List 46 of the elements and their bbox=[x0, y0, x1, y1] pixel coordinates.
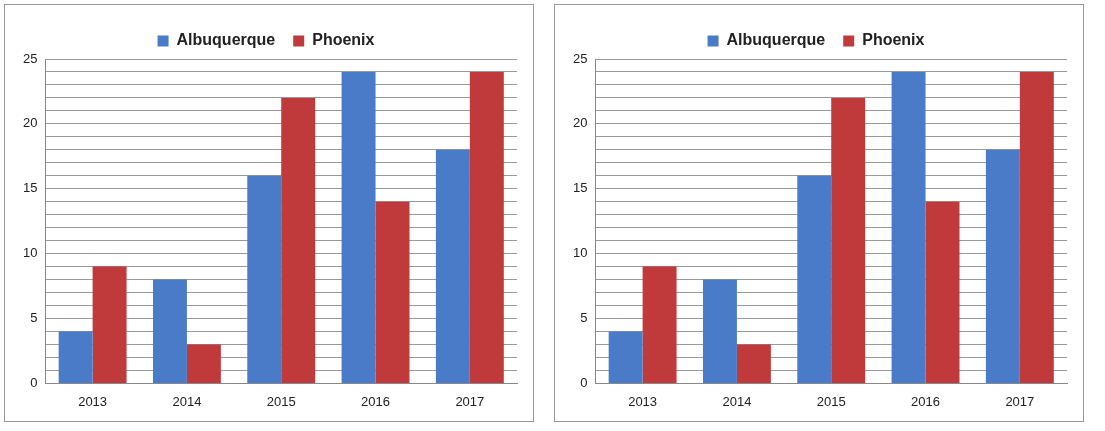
bar bbox=[702, 279, 737, 383]
x-tick-label: 2015 bbox=[266, 393, 296, 409]
bar bbox=[152, 279, 187, 383]
x-tick-label: 2016 bbox=[361, 393, 390, 409]
bar bbox=[642, 266, 677, 383]
bar bbox=[925, 201, 960, 383]
y-tick-label: 20 bbox=[22, 115, 38, 131]
x-tick-label: 2017 bbox=[1005, 393, 1035, 409]
y-tick-label: 25 bbox=[572, 50, 588, 66]
bar bbox=[469, 71, 504, 383]
x-tick-label: 2017 bbox=[455, 393, 485, 409]
bar bbox=[341, 71, 376, 383]
x-tick-label: 2014 bbox=[172, 393, 202, 409]
bar bbox=[375, 201, 410, 383]
x-tick-label: 2013 bbox=[78, 393, 108, 409]
x-tick-label: 2014 bbox=[722, 393, 752, 409]
y-tick-label: 5 bbox=[580, 310, 588, 326]
legend-label: Phoenix bbox=[312, 31, 375, 49]
x-tick-label: 2016 bbox=[911, 393, 940, 409]
x-tick-label: 2013 bbox=[628, 393, 658, 409]
y-tick-label: 5 bbox=[30, 310, 38, 326]
y-tick-label: 15 bbox=[22, 180, 38, 196]
y-tick-label: 0 bbox=[580, 374, 588, 390]
x-tick-label: 2015 bbox=[816, 393, 846, 409]
bar bbox=[736, 344, 771, 383]
bar bbox=[831, 97, 866, 383]
y-tick-label: 25 bbox=[22, 50, 38, 66]
bar bbox=[281, 97, 316, 383]
legend-label: Albuquerque bbox=[726, 31, 826, 49]
bar bbox=[1019, 71, 1054, 383]
legend-label: Phoenix bbox=[862, 31, 925, 49]
bar bbox=[186, 344, 221, 383]
bar bbox=[608, 331, 643, 383]
bar bbox=[891, 71, 926, 383]
bar bbox=[435, 149, 470, 383]
bar bbox=[985, 149, 1020, 383]
y-tick-label: 15 bbox=[572, 180, 588, 196]
bar bbox=[247, 175, 282, 383]
legend-label: Albuquerque bbox=[176, 31, 276, 49]
y-tick-label: 0 bbox=[30, 374, 38, 390]
bar bbox=[58, 331, 93, 383]
bar bbox=[797, 175, 832, 383]
bar bbox=[92, 266, 127, 383]
y-tick-label: 10 bbox=[22, 245, 38, 261]
y-tick-label: 20 bbox=[572, 115, 588, 131]
y-tick-label: 10 bbox=[572, 245, 588, 261]
